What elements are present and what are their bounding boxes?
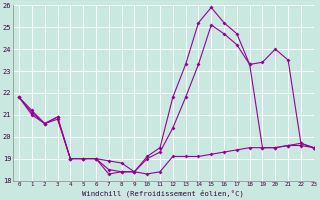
X-axis label: Windchill (Refroidissement éolien,°C): Windchill (Refroidissement éolien,°C) (82, 190, 244, 197)
